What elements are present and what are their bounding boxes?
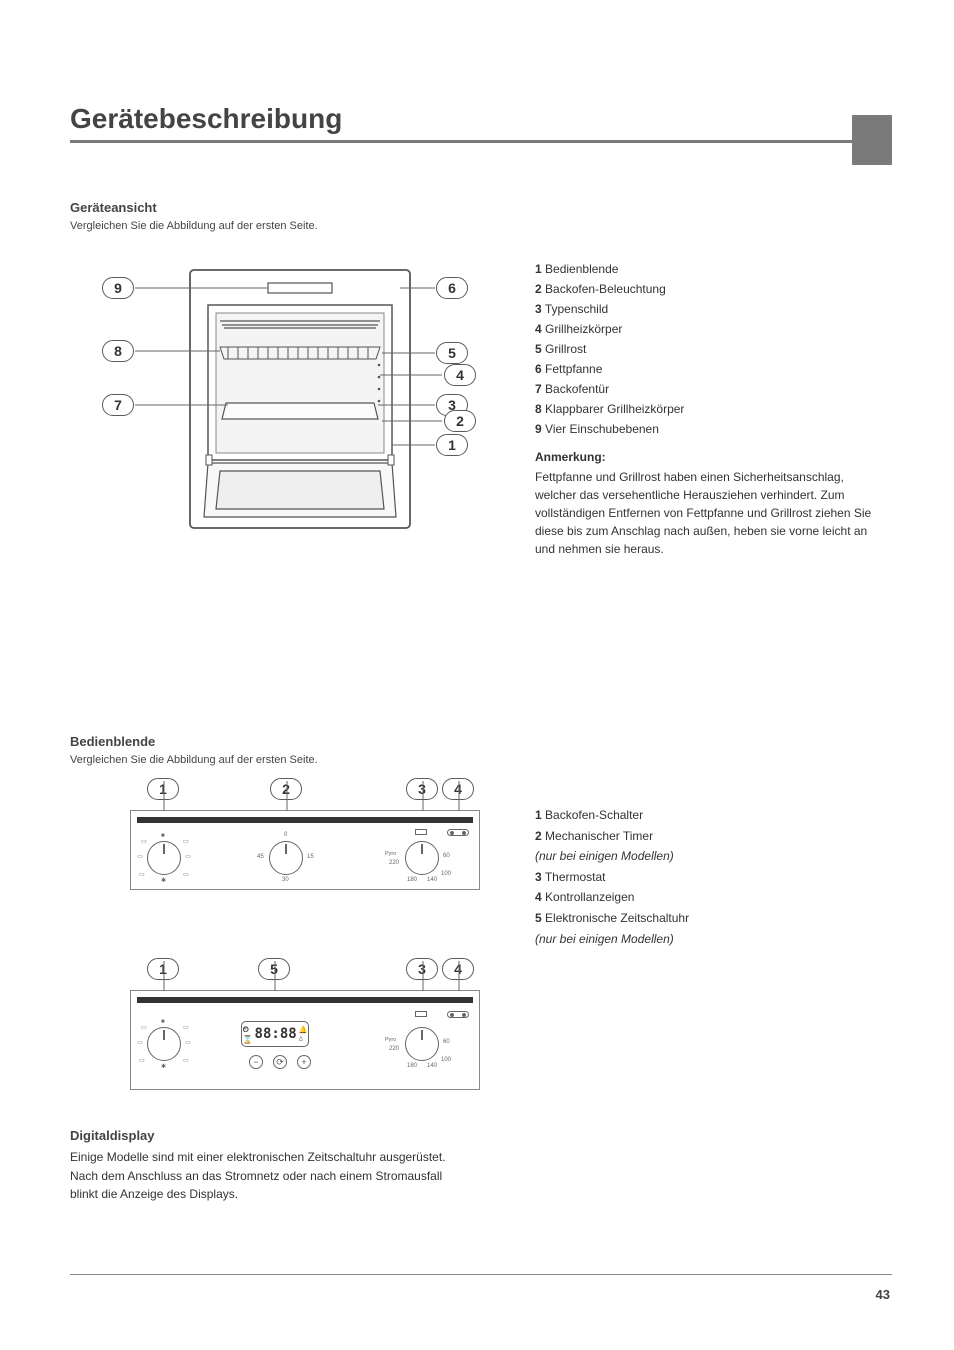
knob-icon-grill: ▭ xyxy=(185,853,191,860)
function-knob xyxy=(147,1027,181,1061)
legend-item: 8 Klappbarer Grillheizkörper xyxy=(535,400,885,418)
timer-knob xyxy=(269,841,303,875)
thermostat-100: 100 xyxy=(441,871,451,877)
thermostat-knob xyxy=(405,1027,439,1061)
function-knob xyxy=(147,841,181,875)
legend-item: 6 Fettpfanne xyxy=(535,360,885,378)
knob-icon-light: ▭ xyxy=(139,1057,145,1064)
timer-15: 15 xyxy=(307,854,314,860)
legend-item: 1 Bedienblende xyxy=(535,260,885,278)
knob-icon-off: ■ xyxy=(161,1019,165,1025)
digital-display-body: Einige Modelle sind mit einer elektronis… xyxy=(70,1148,465,1204)
thermostat-60: 60 xyxy=(443,1039,450,1045)
indicator-small xyxy=(415,829,427,835)
legend-item: 7 Backofentür xyxy=(535,380,885,398)
callout-5: 5 xyxy=(436,342,468,364)
timer-45: 45 xyxy=(257,854,264,860)
function-knob-group: ■ ▭ ▭ ✱ ▭ ▭ ▭ ▭ xyxy=(147,841,181,875)
thermostat-140: 140 xyxy=(427,877,437,883)
callout-7: 7 xyxy=(102,394,134,416)
thermostat-180: 180 xyxy=(407,877,417,883)
cp-legend-item: 2 Mechanischer Timer xyxy=(535,827,885,846)
control-panel-heading: Bedienblende xyxy=(70,734,155,749)
callout-2: 2 xyxy=(444,410,476,432)
knob-icon-fan: ✱ xyxy=(161,877,166,884)
knob-icon-bot: ▭ xyxy=(183,1024,189,1031)
panel-trim xyxy=(137,997,473,1003)
timer-0: 0 xyxy=(284,832,287,838)
minus-button: − xyxy=(249,1055,263,1069)
knob-icon-pyro: ▭ xyxy=(183,1057,189,1064)
thermostat-60: 60 xyxy=(443,853,450,859)
page-title: Gerätebeschreibung xyxy=(70,103,342,135)
function-knob-group-b: ■ ▭ ▭ ✱ ▭ ▭ ▭ ▭ xyxy=(147,1027,181,1061)
page-number: 43 xyxy=(876,1287,890,1302)
oven-legend: 1 Bedienblende 2 Backofen-Beleuchtung 3 … xyxy=(535,260,885,440)
remark-body: Fettpfanne und Grillrost haben einen Sic… xyxy=(535,468,885,558)
thermostat-knob-group: Pyro 60 220 180 100 140 xyxy=(405,841,439,875)
thermostat-140: 140 xyxy=(427,1063,437,1069)
mode-button: ⟳ xyxy=(273,1055,287,1069)
top-divider xyxy=(70,140,892,143)
legend-item: 5 Grillrost xyxy=(535,340,885,358)
knob-icon-bot: ▭ xyxy=(183,838,189,845)
auto-icon: ⏲⌛ xyxy=(243,1025,253,1044)
cp-legend-item: 1 Backofen-Schalter xyxy=(535,806,885,825)
panel-a-leaders xyxy=(131,781,481,811)
thermostat-knob xyxy=(405,841,439,875)
indicator-lights xyxy=(447,1011,469,1018)
oven-view-heading: Geräteansicht xyxy=(70,200,157,215)
control-panel-note: Vergleichen Sie die Abbildung auf der er… xyxy=(70,754,318,766)
cp-legend-item: 5 Elektronische Zeitschaltuhr xyxy=(535,909,885,928)
cp-legend-item: 4 Kontrollanzeigen xyxy=(535,888,885,907)
thermostat-pyro: Pyro xyxy=(385,851,396,857)
thermostat-220: 220 xyxy=(389,860,399,866)
thermostat-pyro: Pyro xyxy=(385,1037,396,1043)
callout-9: 9 xyxy=(102,277,134,299)
knob-icon-light: ▭ xyxy=(139,871,145,878)
indicator-lights xyxy=(447,829,469,836)
knob-icon-off: ■ xyxy=(161,833,165,839)
callout-8: 8 xyxy=(102,340,134,362)
control-panel-a: ■ ▭ ▭ ✱ ▭ ▭ ▭ ▭ 0 45 15 30 Pyro 60 220 1… xyxy=(130,810,480,890)
control-panel-legend: 1 Backofen-Schalter 2 Mechanischer Timer… xyxy=(535,806,885,950)
oven-diagram: 9 8 7 6 5 4 3 2 1 xyxy=(100,255,500,545)
knob-icon-top: ▭ xyxy=(141,838,147,845)
knob-icon-top: ▭ xyxy=(141,1024,147,1031)
legend-item: 3 Typenschild xyxy=(535,300,885,318)
callout-1: 1 xyxy=(436,434,468,456)
knob-icon-conv: ▭ xyxy=(137,1039,143,1046)
knob-icon-fan: ✱ xyxy=(161,1063,166,1070)
digital-display-heading: Digitaldisplay xyxy=(70,1128,155,1143)
remark-heading: Anmerkung: xyxy=(535,450,606,464)
callout-4: 4 xyxy=(444,364,476,386)
thermostat-100: 100 xyxy=(441,1057,451,1063)
legend-item: 4 Grillheizkörper xyxy=(535,320,885,338)
control-panel-b: ■ ▭ ▭ ✱ ▭ ▭ ▭ ▭ ⏲⌛ 88:88 🔔△ − ⟳ + Pyro 6… xyxy=(130,990,480,1090)
cp-legend-item: 3 Thermostat xyxy=(535,868,885,887)
legend-item: 2 Backofen-Beleuchtung xyxy=(535,280,885,298)
thermostat-180: 180 xyxy=(407,1063,417,1069)
legend-item: 9 Vier Einschubebenen xyxy=(535,420,885,438)
panel-b-leaders xyxy=(131,961,481,991)
knob-icon-conv: ▭ xyxy=(137,853,143,860)
thermostat-220: 220 xyxy=(389,1046,399,1052)
programmer-buttons: − ⟳ + xyxy=(249,1055,311,1069)
digital-display-value: 88:88 xyxy=(255,1026,297,1042)
panel-trim xyxy=(137,817,473,823)
digital-display: ⏲⌛ 88:88 🔔△ xyxy=(241,1021,309,1047)
bell-icon: 🔔△ xyxy=(299,1026,308,1042)
indicator-small xyxy=(415,1011,427,1017)
bottom-divider xyxy=(70,1274,892,1275)
plus-button: + xyxy=(297,1055,311,1069)
cp-legend-avail: (nur bei einigen Modellen) xyxy=(535,930,885,949)
cp-legend-avail: (nur bei einigen Modellen) xyxy=(535,847,885,866)
timer-knob-group: 0 45 15 30 xyxy=(269,841,303,875)
knob-icon-pyro: ▭ xyxy=(183,871,189,878)
thermostat-knob-group-b: Pyro 60 220 180 100 140 xyxy=(405,1027,439,1061)
knob-icon-grill: ▭ xyxy=(185,1039,191,1046)
timer-30: 30 xyxy=(282,877,289,883)
oven-view-note: Vergleichen Sie die Abbildung auf der er… xyxy=(70,220,318,232)
callout-6: 6 xyxy=(436,277,468,299)
